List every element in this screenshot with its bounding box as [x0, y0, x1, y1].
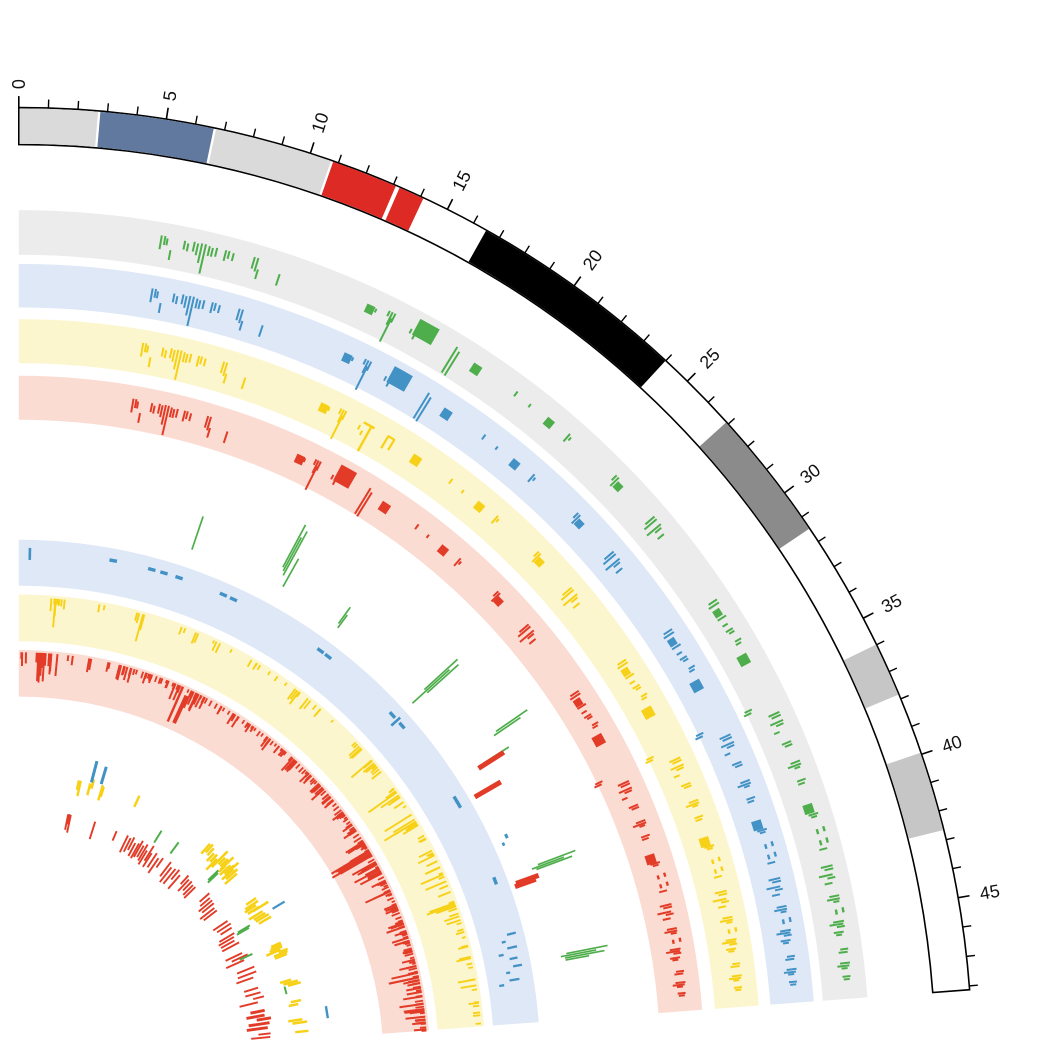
svg-text:45: 45 [978, 881, 1001, 904]
svg-text:0: 0 [9, 79, 29, 89]
